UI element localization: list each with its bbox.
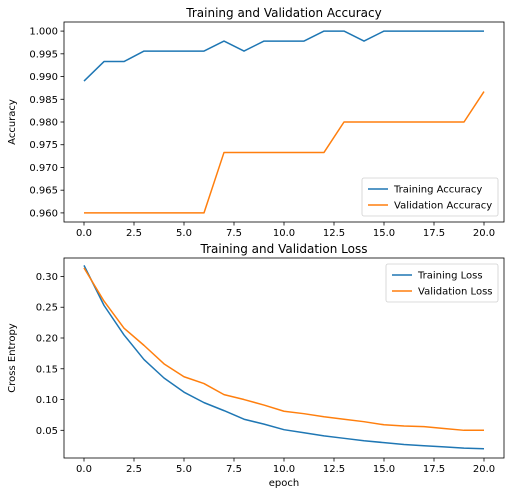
- chart-panel-1: Training and Validation Loss 0.0 2.5 5.0 7.5…: [7, 242, 505, 489]
- x-tick-label: 0.0: [76, 228, 92, 239]
- y-tick-label: 0.30: [36, 272, 58, 283]
- y-tick-label: 0.05: [36, 426, 58, 437]
- y-tick-label: 0.995: [29, 49, 58, 60]
- x-tick-label: 10.0: [273, 228, 295, 239]
- y-tick-label: 0.960: [29, 208, 58, 219]
- legend-label: Training Loss: [417, 271, 483, 282]
- y-tick-label: 0.10: [36, 395, 58, 406]
- x-axis-label: epoch: [269, 478, 299, 489]
- y-tick-label: 0.975: [29, 140, 58, 151]
- y-tick-label: 0.990: [29, 72, 58, 83]
- x-tick-label: 2.5: [126, 228, 142, 239]
- y-tick-label: 0.965: [29, 186, 58, 197]
- chart-panel-0: Training and Validation Accuracy 0.0 2.5 5.…: [7, 6, 505, 239]
- y-tick-label: 0.20: [36, 334, 58, 345]
- y-axis-label: Cross Entropy: [7, 323, 18, 393]
- series-line-0: [83, 30, 484, 82]
- legend-label: Training Accuracy: [393, 185, 482, 196]
- x-tick-label: 7.5: [226, 228, 242, 239]
- chart-title: Training and Validation Accuracy: [185, 6, 381, 20]
- legend-box: [385, 263, 499, 303]
- x-tick-label: 5.0: [176, 228, 192, 239]
- series-line-1: [83, 267, 484, 432]
- x-tick-label: 0.0: [76, 464, 92, 475]
- y-tick-label: 0.15: [36, 364, 58, 375]
- x-tick-label: 20.0: [473, 464, 495, 475]
- legend-label: Validation Loss: [418, 287, 493, 298]
- x-tick-label: 12.5: [323, 228, 345, 239]
- legend-box: [361, 177, 499, 217]
- y-axis-label: Accuracy: [7, 99, 18, 145]
- x-tick-label: 15.0: [373, 228, 395, 239]
- y-tick-label: 0.980: [29, 118, 58, 129]
- legend-label: Validation Accuracy: [394, 201, 492, 212]
- series-line-0: [83, 265, 485, 450]
- series-line-1: [84, 91, 485, 214]
- x-tick-label: 20.0: [473, 228, 495, 239]
- legend: Training Loss Validation Loss: [385, 263, 499, 303]
- x-tick-label: 10.0: [273, 464, 295, 475]
- x-tick-label: 2.5: [126, 464, 142, 475]
- y-tick-label: 1.000: [29, 27, 58, 38]
- y-tick-label: 0.970: [29, 163, 58, 174]
- y-tick-label: 0.985: [29, 95, 58, 106]
- x-tick-label: 17.5: [423, 464, 445, 475]
- x-tick-label: 12.5: [323, 464, 345, 475]
- y-tick-label: 0.25: [36, 303, 58, 314]
- x-tick-label: 7.5: [226, 464, 242, 475]
- x-tick-label: 17.5: [423, 228, 445, 239]
- x-tick-label: 15.0: [373, 464, 395, 475]
- legend: Training Accuracy Validation Accuracy: [361, 177, 499, 217]
- chart-title: Training and Validation Loss: [200, 242, 368, 256]
- x-tick-label: 5.0: [176, 464, 192, 475]
